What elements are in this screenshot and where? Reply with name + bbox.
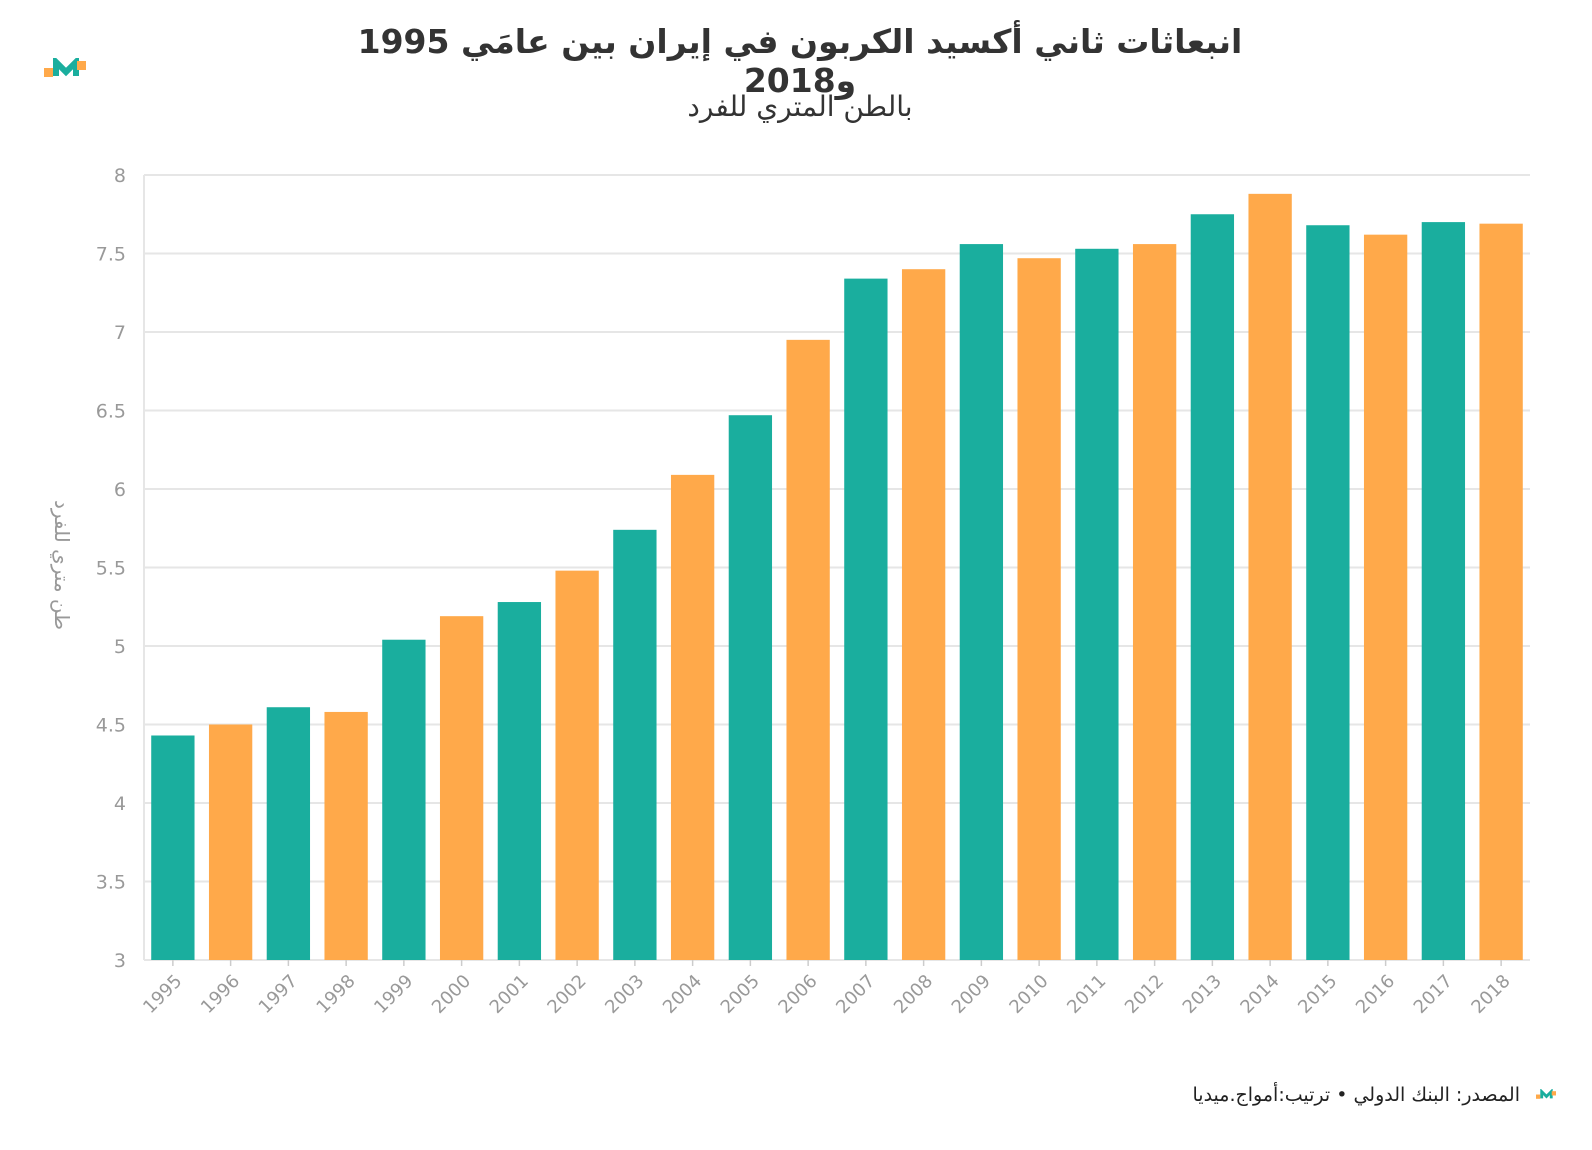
y-tick-label: 3.5 xyxy=(96,872,126,894)
bar-2008 xyxy=(901,269,946,960)
bar-1997 xyxy=(266,707,311,960)
x-tick-label: 2008 xyxy=(890,971,937,1018)
y-tick-label: 4.5 xyxy=(96,715,126,737)
bar-2009 xyxy=(959,244,1004,960)
y-tick-label: 5.5 xyxy=(96,558,126,580)
x-tick-label: 2003 xyxy=(601,971,648,1018)
bar-2006 xyxy=(786,339,830,961)
bars xyxy=(151,193,1523,961)
chart-title: انبعاثات ثاني أكسيد الكربون في إيران بين… xyxy=(357,22,1243,100)
x-tick-label: 2010 xyxy=(1005,971,1052,1018)
y-axis-ticks: 3 3.5 4 4.5 5 5.5 6 6.5 7 7.5 8 xyxy=(96,165,126,972)
x-tick-label: 1998 xyxy=(312,971,359,1018)
bar-2016 xyxy=(1363,234,1408,960)
y-tick-label: 7.5 xyxy=(96,244,126,266)
x-axis-ticks: 1995 1996 1997 1998 1999 2000 2001 2002 2003 2004… xyxy=(139,960,1515,1018)
bar-chart: 3 3.5 4 4.5 5 5.5 6 6.5 7 7.5 8 1995 1996 1997 1998 19… xyxy=(49,165,1530,1018)
bar-2014 xyxy=(1248,193,1292,961)
x-tick-label: 2011 xyxy=(1063,971,1110,1018)
x-tick-label: 2015 xyxy=(1294,971,1341,1018)
bar-2002 xyxy=(555,570,599,960)
x-tick-label: 2013 xyxy=(1179,971,1226,1018)
chart-subtitle: بالطن المتري للفرد xyxy=(687,90,913,123)
x-tick-label: 2009 xyxy=(948,971,995,1018)
y-tick-label: 6.5 xyxy=(96,401,126,423)
x-tick-label: 1997 xyxy=(255,971,302,1018)
x-tick-label: 2000 xyxy=(428,971,475,1018)
bar-2003 xyxy=(613,529,657,960)
x-tick-label: 2004 xyxy=(659,971,706,1018)
x-tick-label: 2005 xyxy=(717,971,764,1018)
x-tick-label: 2001 xyxy=(486,971,533,1018)
y-tick-label: 4 xyxy=(114,793,126,815)
x-tick-label: 2006 xyxy=(774,971,821,1018)
brand-logo-small-icon xyxy=(1536,1089,1556,1099)
bar-2011 xyxy=(1075,248,1119,961)
bar-2017 xyxy=(1421,222,1466,961)
bar-2001 xyxy=(497,602,542,960)
x-tick-label: 2007 xyxy=(832,971,879,1018)
brand-logo-icon xyxy=(44,58,86,77)
bar-1998 xyxy=(324,711,368,960)
bar-2012 xyxy=(1132,244,1177,960)
x-tick-label: 2017 xyxy=(1410,971,1457,1018)
bar-2004 xyxy=(670,474,715,960)
x-tick-label: 2018 xyxy=(1467,971,1514,1018)
y-tick-label: 3 xyxy=(114,950,126,972)
x-tick-label: 1995 xyxy=(139,971,186,1018)
bar-2013 xyxy=(1190,214,1235,960)
footer: المصدر: البنك الدولي • ترتيب:أمواج.ميديا xyxy=(1192,1084,1556,1106)
x-tick-label: 1999 xyxy=(370,971,417,1018)
source-note: المصدر: البنك الدولي • ترتيب:أمواج.ميديا xyxy=(1192,1084,1521,1106)
x-tick-label: 1996 xyxy=(197,971,244,1018)
bar-2000 xyxy=(439,616,484,960)
y-tick-label: 5 xyxy=(114,636,126,658)
gridlines xyxy=(143,174,1530,961)
x-tick-label: 2002 xyxy=(543,971,590,1018)
bar-1995 xyxy=(151,735,195,960)
bar-2007 xyxy=(844,278,888,960)
bar-2015 xyxy=(1306,225,1350,961)
y-tick-label: 6 xyxy=(114,479,126,501)
bar-1999 xyxy=(382,639,426,960)
y-tick-label: 8 xyxy=(114,165,126,187)
y-tick-label: 7 xyxy=(114,322,126,344)
bar-2018 xyxy=(1479,223,1523,961)
x-tick-label: 2016 xyxy=(1352,971,1399,1018)
x-tick-label: 2012 xyxy=(1121,971,1168,1018)
bar-1996 xyxy=(208,724,253,960)
x-tick-label: 2014 xyxy=(1236,971,1283,1018)
bar-2005 xyxy=(728,415,773,961)
y-axis-label: طن متري للفرد xyxy=(49,500,74,630)
bar-2010 xyxy=(1017,258,1061,961)
